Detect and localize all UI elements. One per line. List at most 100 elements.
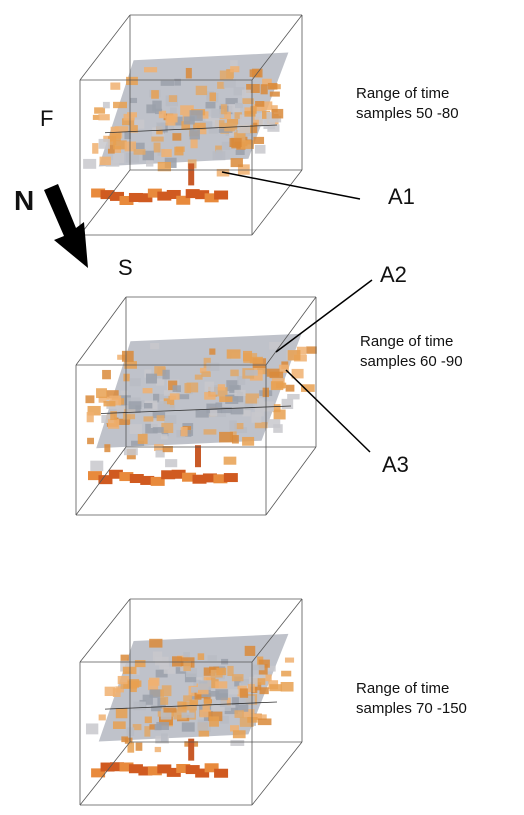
voxel xyxy=(151,90,159,99)
caption: samples 50 -80 xyxy=(356,105,459,122)
voxel xyxy=(146,160,153,166)
voxel xyxy=(149,639,162,648)
voxel xyxy=(174,147,183,156)
caption: Range of time xyxy=(356,85,449,102)
voxel xyxy=(242,437,254,446)
voxel xyxy=(252,665,265,671)
voxel xyxy=(224,457,237,465)
box-edge xyxy=(80,15,130,80)
voxel xyxy=(149,724,155,729)
voxel xyxy=(204,392,215,400)
voxel xyxy=(183,661,191,671)
voxel xyxy=(161,733,168,741)
voxel xyxy=(130,378,141,386)
volume-renderings xyxy=(76,15,317,805)
front-label: F xyxy=(40,106,53,131)
voxel xyxy=(230,740,244,746)
box-edge xyxy=(80,599,130,662)
volume xyxy=(80,15,302,235)
voxel xyxy=(124,114,135,121)
voxel xyxy=(224,473,238,482)
voxel xyxy=(92,143,98,154)
pointer xyxy=(286,370,370,452)
voxel xyxy=(230,66,239,72)
voxel xyxy=(130,98,137,103)
voxel xyxy=(269,684,281,691)
voxel xyxy=(186,383,198,393)
voxel xyxy=(208,655,217,661)
voxel xyxy=(146,374,157,384)
voxel xyxy=(233,730,246,738)
voxel xyxy=(104,444,110,452)
voxel xyxy=(181,427,188,436)
voxel xyxy=(198,680,211,690)
voxel xyxy=(103,102,110,108)
voxel xyxy=(161,81,174,86)
voxel xyxy=(191,687,198,693)
voxel xyxy=(258,718,272,725)
voxel xyxy=(123,374,129,382)
voxel xyxy=(205,382,215,392)
voxel xyxy=(190,700,199,705)
voxel xyxy=(196,86,207,95)
voxel xyxy=(276,383,286,389)
voxel xyxy=(209,348,215,354)
voxel xyxy=(152,101,161,112)
voxel xyxy=(229,689,239,694)
voxel xyxy=(133,702,145,711)
voxel xyxy=(220,700,227,707)
voxel xyxy=(134,149,146,155)
voxel xyxy=(224,125,235,131)
voxel xyxy=(154,143,161,153)
caption: Range of time xyxy=(360,333,453,350)
voxel xyxy=(155,724,162,730)
voxel xyxy=(221,407,232,413)
voxel xyxy=(282,399,294,409)
voxel xyxy=(110,82,120,89)
voxel xyxy=(87,438,94,444)
voxel xyxy=(162,370,169,380)
voxel xyxy=(172,656,182,666)
voxel xyxy=(184,116,195,124)
voxel xyxy=(245,646,256,656)
voxel xyxy=(224,79,236,87)
voxel xyxy=(83,159,96,169)
voxel xyxy=(90,461,103,472)
voxel xyxy=(157,415,165,421)
voxel xyxy=(253,137,264,144)
voxel xyxy=(267,369,280,377)
voxel xyxy=(156,379,164,386)
voxel xyxy=(149,678,159,686)
voxel xyxy=(199,731,210,737)
voxel xyxy=(138,434,148,444)
page: F N S Range of time samples 50 -80 Range… xyxy=(0,0,524,815)
voxel xyxy=(144,67,157,72)
voxel xyxy=(145,717,152,724)
voxel xyxy=(287,394,299,399)
voxel xyxy=(186,68,192,78)
voxel xyxy=(102,370,111,379)
voxel xyxy=(198,653,205,660)
voxel xyxy=(288,350,301,360)
voxel xyxy=(144,416,154,421)
voxel xyxy=(221,104,227,114)
voxel xyxy=(236,150,245,155)
voxel xyxy=(234,390,245,396)
voxel xyxy=(150,343,159,349)
voxel xyxy=(214,769,228,778)
voxel xyxy=(242,90,251,98)
voxel xyxy=(198,721,211,732)
voxel xyxy=(136,743,143,751)
voxel xyxy=(113,688,121,697)
voxel xyxy=(255,101,264,107)
voxel xyxy=(281,671,291,677)
voxel xyxy=(85,395,94,403)
voxel xyxy=(182,722,195,731)
voxel xyxy=(232,674,244,681)
voxel xyxy=(245,370,258,376)
voxel xyxy=(129,401,142,409)
voxel xyxy=(204,429,217,434)
voxel xyxy=(118,676,129,684)
volume xyxy=(80,599,302,805)
voxel xyxy=(87,412,94,422)
